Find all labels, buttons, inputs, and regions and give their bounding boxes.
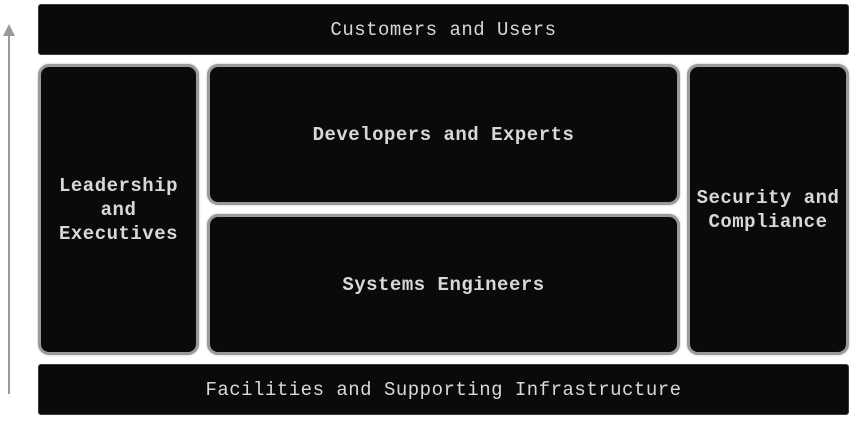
systems-engineers-label: Systems Engineers <box>342 273 545 296</box>
customers-and-users-band: Customers and Users <box>38 4 849 55</box>
developers-and-experts-panel: Developers and Experts <box>207 64 680 205</box>
facilities-and-infrastructure-label: Facilities and Supporting Infrastructure <box>205 378 682 401</box>
developers-and-experts-label: Developers and Experts <box>312 123 575 146</box>
leadership-and-executives-label: Leadership and Executives <box>58 174 179 245</box>
security-and-compliance-panel: Security and Compliance <box>687 64 849 355</box>
facilities-and-infrastructure-band: Facilities and Supporting Infrastructure <box>38 364 849 415</box>
systems-engineers-panel: Systems Engineers <box>207 214 680 355</box>
vertical-arrow-icon <box>3 24 15 394</box>
customers-and-users-label: Customers and Users <box>330 18 557 41</box>
leadership-and-executives-panel: Leadership and Executives <box>38 64 199 355</box>
security-and-compliance-label: Security and Compliance <box>696 186 840 233</box>
